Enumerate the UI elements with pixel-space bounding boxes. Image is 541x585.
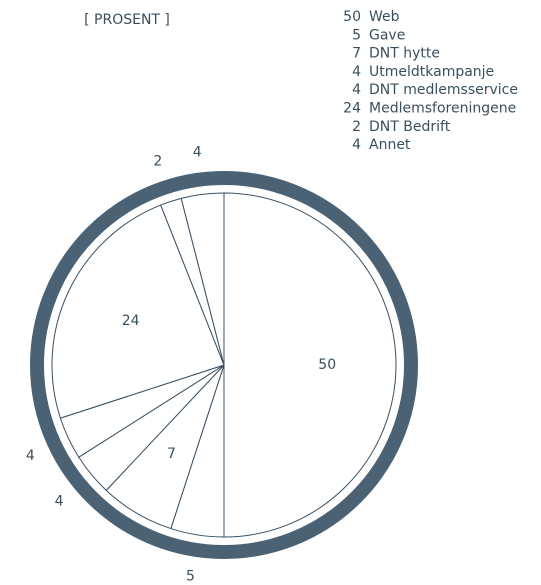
legend-value: 50 <box>343 9 361 25</box>
legend-label: Utmeldtkampanje <box>369 64 494 80</box>
legend-value: 24 <box>343 101 361 117</box>
slice-label: 4 <box>26 448 35 464</box>
slice <box>51 204 225 419</box>
legend-value: 5 <box>352 27 361 43</box>
slice-label: 4 <box>55 493 64 509</box>
slice-label: 7 <box>167 446 176 462</box>
legend-label: Web <box>369 9 400 25</box>
slice-label: 5 <box>186 568 195 584</box>
legend-value: 2 <box>352 119 361 135</box>
slice-label: 4 <box>193 145 202 161</box>
slice-label: 2 <box>153 153 162 169</box>
legend-label: Annet <box>369 137 411 153</box>
legend-label: Medlemsforeningene <box>369 101 516 117</box>
legend-value: 7 <box>352 46 361 62</box>
legend-label: DNT hytte <box>369 46 440 62</box>
legend-label: Gave <box>369 27 405 43</box>
legend-value: 4 <box>352 137 361 153</box>
chart-title: [ PROSENT ] <box>84 12 170 28</box>
legend-label: DNT medlemsservice <box>369 82 518 98</box>
legend-label: DNT Bedrift <box>369 119 451 135</box>
outer-ring <box>30 171 418 559</box>
slice-label: 50 <box>318 357 336 373</box>
slice <box>180 192 225 366</box>
legend: 50 Web 5 Gave 7 DNT hytte 4 Utmeldtkampanje 4 DNT… <box>343 9 518 153</box>
slice-label: 24 <box>122 313 140 329</box>
legend-value: 4 <box>352 82 361 98</box>
slice <box>223 192 397 538</box>
legend-value: 4 <box>352 64 361 80</box>
